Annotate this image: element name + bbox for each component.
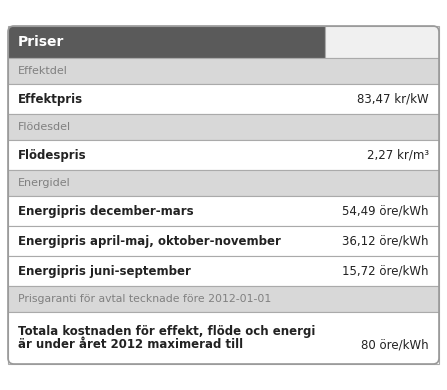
Text: Effektpris: Effektpris (18, 92, 83, 106)
Bar (8, 140, 439, 170)
Text: Totala kostnaden för effekt, flöde och energi: Totala kostnaden för effekt, flöde och e… (18, 324, 316, 337)
Bar (8, 26, 325, 58)
Bar (8, 312, 439, 364)
Text: 15,72 öre/kWh: 15,72 öre/kWh (342, 264, 429, 278)
Text: Energipris december-mars: Energipris december-mars (18, 204, 194, 218)
Text: 54,49 öre/kWh: 54,49 öre/kWh (342, 204, 429, 218)
Bar (8, 226, 439, 256)
Bar (8, 114, 439, 140)
Text: 2,27 kr/m³: 2,27 kr/m³ (367, 149, 429, 161)
Bar (8, 84, 439, 114)
Text: Effektdel: Effektdel (18, 66, 68, 76)
Bar (325, 26, 439, 58)
Text: 83,47 kr/kW: 83,47 kr/kW (357, 92, 429, 106)
Bar (8, 58, 439, 84)
Text: Energidel: Energidel (18, 178, 71, 188)
Text: Flödespris: Flödespris (18, 149, 87, 161)
Text: 80 öre/kWh: 80 öre/kWh (361, 339, 429, 351)
Text: Priser: Priser (18, 35, 64, 49)
Bar (8, 170, 439, 196)
Bar (8, 256, 439, 286)
Text: Energipris juni-september: Energipris juni-september (18, 264, 191, 278)
Bar (8, 196, 439, 226)
Text: är under året 2012 maximerad till: är under året 2012 maximerad till (18, 339, 243, 351)
Text: 36,12 öre/kWh: 36,12 öre/kWh (342, 234, 429, 248)
Text: Flödesdel: Flödesdel (18, 122, 71, 132)
Text: Prisgaranti för avtal tecknade före 2012-01-01: Prisgaranti för avtal tecknade före 2012… (18, 294, 271, 304)
Bar (8, 286, 439, 312)
Text: Energipris april-maj, oktober-november: Energipris april-maj, oktober-november (18, 234, 281, 248)
